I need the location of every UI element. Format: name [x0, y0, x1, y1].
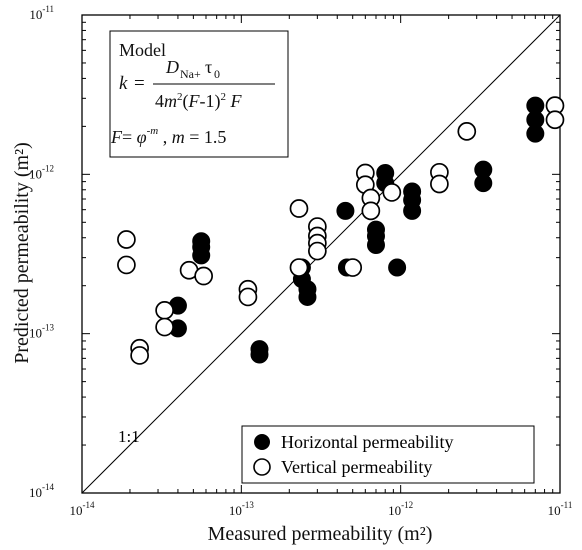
y-tick-label: 10-14 — [29, 482, 54, 500]
legend-frame — [241, 425, 535, 484]
y-tick-label: 10-11 — [29, 4, 54, 22]
svg-text:τ: τ — [205, 57, 212, 77]
horizontal-permeability-point — [388, 258, 407, 277]
x-tick-label: 10-11 — [548, 500, 573, 518]
vertical-permeability-point — [289, 199, 309, 218]
x-tick-label: 10-14 — [70, 500, 95, 518]
svg-text:0: 0 — [214, 67, 220, 81]
vertical-permeability-point — [155, 317, 174, 337]
svg-text:F= φ-m , m = 1.5: F= φ-m , m = 1.5 — [110, 125, 226, 147]
x-axis-label: Measured permeability (m²) — [208, 523, 433, 545]
horizontal-permeability-point — [336, 201, 355, 220]
vertical-permeability-point — [117, 230, 136, 249]
horizontal-permeability-point — [526, 124, 545, 143]
vertical-permeability-point — [289, 258, 309, 277]
svg-text:=: = — [134, 73, 145, 94]
one-to-one-label: 1:1 — [118, 427, 140, 446]
vertical-permeability-point — [130, 346, 149, 365]
horizontal-permeability-point — [250, 345, 269, 364]
vertical-permeability-point — [545, 110, 565, 130]
model-title: Model — [119, 40, 166, 60]
legend-marker-horizontal — [254, 434, 270, 450]
vertical-permeability-point — [117, 255, 136, 275]
horizontal-permeability-point — [298, 287, 317, 306]
vertical-permeability-point — [238, 287, 258, 307]
plot-area — [81, 14, 561, 494]
legend-marker-vertical — [253, 458, 271, 476]
vertical-permeability-point — [361, 201, 381, 221]
formation-factor-equation: F= φ-m , m = 1.5 — [110, 125, 226, 147]
svg-text:4m2(F-1)2 F: 4m2(F-1)2 F — [155, 91, 243, 112]
data-points — [117, 96, 565, 365]
horizontal-permeability-point — [474, 174, 493, 193]
vertical-permeability-point — [194, 266, 213, 286]
svg-text:Na+: Na+ — [180, 67, 201, 81]
vertical-permeability-point — [155, 301, 174, 320]
horizontal-permeability-point — [192, 246, 211, 265]
x-tick-label: 10-13 — [229, 500, 254, 518]
vertical-permeability-point — [382, 183, 402, 202]
vertical-permeability-point — [308, 241, 327, 261]
model-equation-box: Model k = D Na+ τ 0 4m2(F-1)2 F F= φ-m ,… — [109, 30, 289, 158]
vertical-permeability-point — [457, 122, 477, 141]
legend: Horizontal permeability Vertical permeab… — [241, 425, 535, 484]
model-box-frame — [109, 30, 289, 158]
vertical-permeability-point — [343, 258, 363, 277]
horizontal-permeability-point — [366, 236, 385, 255]
y-axis-label: Predicted permeability (m²) — [11, 142, 33, 363]
horizontal-permeability-point — [403, 201, 422, 220]
legend-label-horizontal: Horizontal permeability — [281, 432, 453, 452]
svg-text:D: D — [165, 57, 179, 77]
svg-text:k: k — [119, 73, 128, 94]
legend-label-vertical: Vertical permeability — [281, 457, 432, 477]
vertical-permeability-point — [430, 174, 449, 194]
x-tick-label: 10-12 — [388, 500, 413, 518]
